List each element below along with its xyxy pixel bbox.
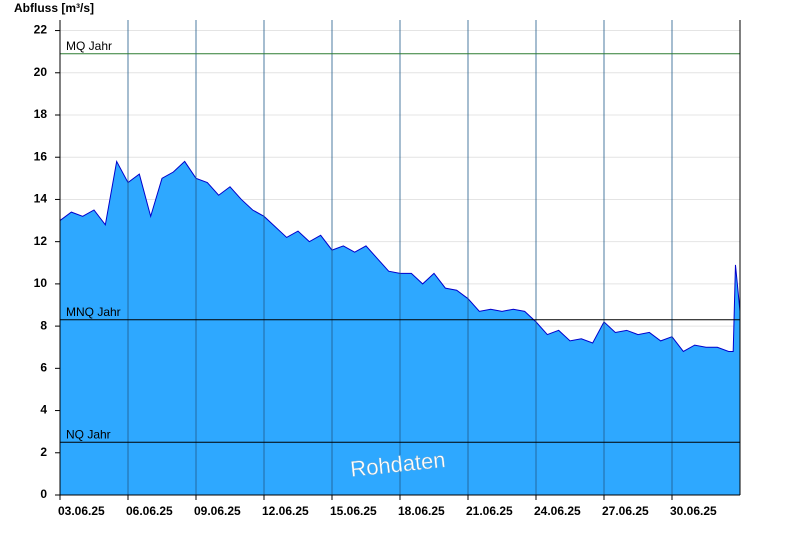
reference-label: NQ Jahr: [66, 427, 111, 441]
reference-label: MNQ Jahr: [66, 305, 121, 319]
x-tick-label: 15.06.25: [330, 504, 377, 518]
x-tick-label: 03.06.25: [58, 504, 105, 518]
y-tick-label: 20: [34, 65, 48, 79]
reference-label: MQ Jahr: [66, 39, 112, 53]
y-axis-label: Abfluss [m³/s]: [14, 1, 94, 15]
y-tick-label: 8: [40, 318, 47, 332]
y-tick-label: 12: [34, 234, 48, 248]
y-tick-label: 10: [34, 276, 48, 290]
y-tick-label: 4: [40, 403, 47, 417]
x-tick-label: 24.06.25: [534, 504, 581, 518]
y-tick-label: 0: [40, 487, 47, 501]
x-tick-label: 18.06.25: [398, 504, 445, 518]
y-tick-label: 22: [34, 23, 48, 37]
y-tick-label: 2: [40, 445, 47, 459]
x-tick-label: 21.06.25: [466, 504, 513, 518]
x-tick-label: 06.06.25: [126, 504, 173, 518]
x-tick-label: 27.06.25: [602, 504, 649, 518]
x-tick-label: 12.06.25: [262, 504, 309, 518]
y-tick-label: 18: [34, 107, 48, 121]
y-tick-label: 16: [34, 149, 48, 163]
line: [59, 159, 741, 353]
y-tick-label: 6: [40, 361, 47, 375]
x-tick-label: 09.06.25: [194, 504, 241, 518]
x-tick-label: 30.06.25: [670, 504, 717, 518]
y-tick-label: 14: [34, 192, 48, 206]
